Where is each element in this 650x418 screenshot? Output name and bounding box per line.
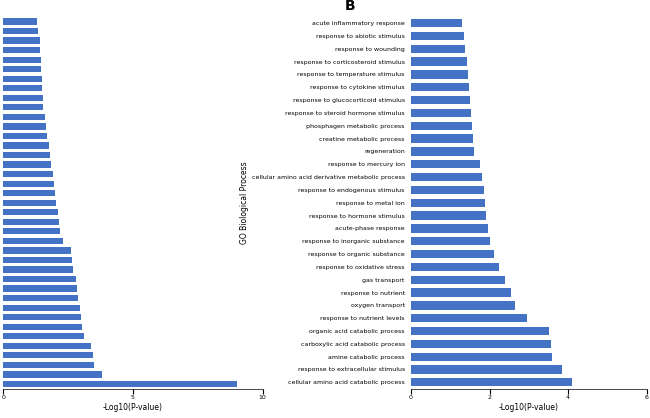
Bar (411, 83, 469, 92)
Bar (3, 76, 42, 82)
Bar (3, 152, 50, 158)
Bar (411, 147, 474, 155)
Bar (411, 70, 468, 79)
Bar (3, 305, 80, 311)
Bar (3, 238, 63, 244)
Bar (411, 57, 467, 66)
X-axis label: -Log10(P-value): -Log10(P-value) (103, 403, 163, 412)
Bar (411, 173, 482, 181)
Bar (3, 276, 76, 282)
Bar (3, 228, 60, 234)
Bar (411, 135, 473, 143)
X-axis label: -Log10(P-value): -Log10(P-value) (499, 403, 559, 412)
Bar (411, 32, 464, 40)
Bar (3, 324, 83, 330)
Bar (3, 123, 46, 130)
Bar (411, 224, 488, 232)
Bar (3, 190, 55, 196)
Bar (3, 56, 41, 63)
Bar (3, 161, 51, 168)
Bar (3, 143, 49, 148)
Bar (3, 133, 47, 139)
Bar (3, 352, 93, 359)
Bar (3, 66, 41, 72)
Bar (3, 47, 40, 53)
Bar (3, 333, 84, 339)
Bar (411, 275, 505, 284)
Bar (411, 19, 462, 27)
Bar (3, 371, 102, 377)
Bar (411, 199, 485, 207)
Bar (3, 381, 237, 387)
Bar (411, 340, 551, 348)
Bar (411, 288, 511, 297)
Bar (411, 301, 515, 309)
Bar (3, 209, 58, 215)
Bar (3, 104, 44, 110)
Bar (3, 285, 77, 292)
Bar (411, 314, 527, 322)
Bar (3, 266, 73, 273)
Bar (3, 343, 92, 349)
Bar (3, 85, 42, 92)
Bar (3, 200, 57, 206)
Bar (3, 295, 79, 301)
Bar (3, 38, 40, 43)
Bar (411, 352, 552, 361)
Bar (3, 171, 53, 177)
Bar (411, 212, 486, 220)
Bar (3, 114, 45, 120)
Bar (411, 160, 480, 168)
Bar (411, 378, 572, 387)
Bar (411, 327, 549, 335)
Bar (411, 96, 470, 104)
Bar (3, 257, 72, 263)
Bar (3, 181, 54, 187)
Bar (411, 237, 489, 245)
Bar (411, 186, 484, 194)
Bar (411, 365, 562, 374)
Bar (3, 18, 37, 25)
Bar (3, 28, 38, 34)
Bar (411, 250, 493, 258)
Bar (3, 362, 94, 368)
Bar (411, 122, 472, 130)
Bar (3, 219, 59, 225)
Y-axis label: GO Biological Process: GO Biological Process (240, 161, 249, 244)
Bar (411, 45, 465, 53)
Bar (3, 247, 71, 254)
Bar (411, 109, 471, 117)
Text: B: B (345, 0, 356, 13)
Bar (3, 95, 44, 101)
Bar (411, 263, 499, 271)
Bar (3, 314, 81, 320)
